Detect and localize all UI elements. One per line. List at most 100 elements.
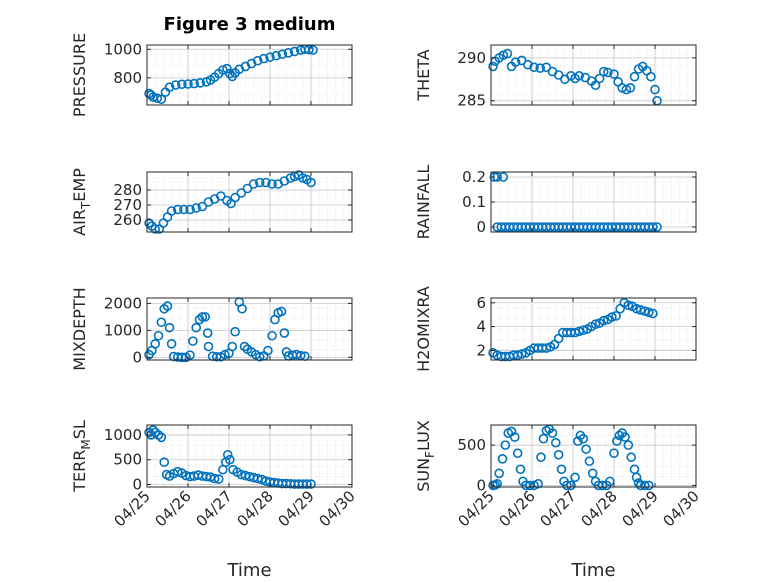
axes-box bbox=[146, 44, 353, 106]
data-point bbox=[597, 480, 608, 491]
data-point bbox=[609, 69, 619, 79]
data-point bbox=[523, 59, 533, 70]
data-point bbox=[614, 430, 625, 441]
data-point bbox=[631, 303, 642, 314]
y-tick-label: 290 bbox=[457, 49, 486, 67]
panel-terr-msl: 0 500 1000 TERRMSL 04/2504/2604/2704/2804/29… bbox=[70, 420, 359, 581]
data-point bbox=[267, 179, 277, 189]
data-point bbox=[612, 436, 622, 446]
data-point bbox=[536, 452, 546, 463]
x-tick-label: 04/26 bbox=[496, 487, 539, 530]
data-point bbox=[150, 339, 160, 349]
y-axis-label: H2OMIXRA bbox=[414, 286, 433, 372]
panel-sun-flux: 0500SUNFLUX04/2504/2604/2704/2804/2904/3… bbox=[414, 420, 703, 581]
data-point bbox=[581, 444, 591, 454]
x-tick-label: 04/29 bbox=[275, 487, 318, 530]
data-point bbox=[276, 306, 287, 317]
axes-box bbox=[490, 44, 697, 106]
x-tick-label: 04/28 bbox=[234, 487, 277, 530]
data-point bbox=[185, 350, 195, 360]
data-point bbox=[289, 46, 300, 57]
data-point bbox=[222, 63, 232, 74]
data-point bbox=[200, 312, 211, 322]
data-point bbox=[256, 474, 267, 485]
axes-box bbox=[490, 297, 697, 361]
x-tick-label: 04/27 bbox=[537, 487, 580, 530]
data-point bbox=[259, 53, 269, 64]
data-point bbox=[541, 343, 552, 353]
data-point bbox=[488, 61, 498, 72]
data-point bbox=[635, 305, 646, 315]
data-point bbox=[603, 67, 613, 78]
data-point bbox=[556, 464, 567, 475]
data-point bbox=[578, 325, 589, 335]
data-point bbox=[267, 330, 277, 341]
data-point bbox=[203, 341, 214, 352]
data-point bbox=[271, 50, 281, 61]
y-tick-label: 800 bbox=[113, 69, 142, 87]
data-point bbox=[156, 432, 167, 443]
data-point bbox=[225, 68, 235, 79]
data-point bbox=[529, 62, 539, 73]
panel-theta: 285 290 THETA bbox=[414, 44, 697, 110]
data-point bbox=[230, 326, 240, 337]
data-point bbox=[220, 349, 230, 360]
y-tick-label: 2 bbox=[476, 341, 486, 359]
data-point bbox=[648, 222, 658, 232]
y-axis-label: THETA bbox=[414, 49, 433, 101]
data-point bbox=[306, 479, 316, 489]
data-point bbox=[629, 71, 640, 82]
data-point bbox=[629, 464, 640, 475]
data-point bbox=[185, 204, 195, 215]
data-point bbox=[236, 188, 247, 198]
data-point bbox=[587, 468, 598, 479]
data-point bbox=[605, 476, 615, 487]
data-point bbox=[650, 84, 660, 95]
y-tick-label: 2000 bbox=[104, 294, 142, 312]
data-point bbox=[620, 432, 630, 442]
data-point bbox=[570, 472, 580, 483]
axes-box bbox=[146, 171, 353, 233]
y-tick-label: 1000 bbox=[104, 321, 142, 339]
y-tick-label: 0.2 bbox=[462, 168, 486, 186]
data-point bbox=[189, 78, 199, 89]
data-point bbox=[179, 204, 189, 215]
data-point bbox=[623, 440, 634, 450]
data-point bbox=[153, 430, 164, 440]
data-point bbox=[150, 224, 160, 234]
data-point bbox=[306, 177, 316, 188]
data-point bbox=[574, 326, 584, 337]
y-tick-label: 0 bbox=[476, 218, 486, 236]
data-point bbox=[573, 436, 583, 446]
data-point bbox=[252, 473, 263, 484]
data-point bbox=[285, 173, 296, 183]
data-point bbox=[644, 307, 654, 318]
y-axis-label: MIXDEPTH bbox=[70, 287, 89, 370]
panel-h2omixra: 2 4 6 H2OMIXRA bbox=[414, 286, 697, 372]
axes-box bbox=[146, 297, 353, 361]
data-point bbox=[590, 80, 601, 91]
axes-box bbox=[146, 424, 353, 488]
data-point bbox=[308, 45, 318, 55]
data-point bbox=[177, 79, 187, 90]
data-point bbox=[227, 341, 238, 352]
data-point bbox=[652, 222, 662, 232]
data-point bbox=[148, 425, 158, 435]
data-point bbox=[166, 339, 177, 349]
data-point bbox=[639, 480, 650, 491]
data-point bbox=[225, 454, 235, 465]
data-point bbox=[497, 454, 508, 464]
data-point bbox=[222, 449, 233, 460]
data-point bbox=[162, 301, 173, 311]
y-tick-label: 270 bbox=[113, 196, 142, 214]
y-axis-label: RAINFALL bbox=[414, 165, 433, 240]
y-tick-label: 0 bbox=[132, 476, 142, 494]
y-tick-label: 500 bbox=[457, 436, 486, 454]
x-tick-label: 04/27 bbox=[193, 487, 236, 530]
data-point bbox=[590, 319, 601, 330]
data-point bbox=[195, 78, 206, 88]
data-point bbox=[242, 183, 253, 194]
data-point bbox=[644, 480, 654, 491]
y-axis-label: PRESSURE bbox=[70, 33, 89, 117]
